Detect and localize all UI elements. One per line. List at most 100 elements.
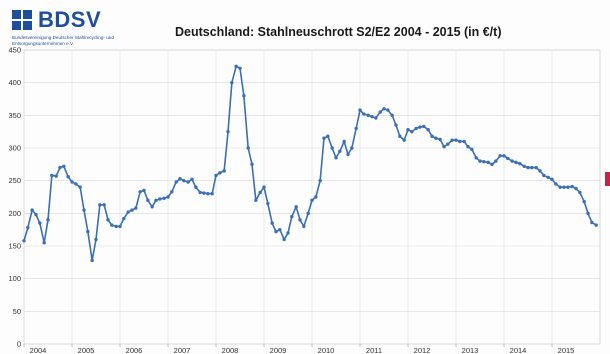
- data-point: [506, 156, 510, 161]
- data-point: [558, 185, 562, 189]
- data-point: [78, 185, 82, 189]
- data-point: [110, 223, 114, 227]
- data-point: [46, 218, 50, 222]
- data-point: [158, 197, 162, 201]
- x-tick-label: 2005: [78, 346, 95, 354]
- data-point: [326, 134, 330, 138]
- data-point: [234, 64, 238, 69]
- data-point: [510, 159, 514, 163]
- data-point: [538, 169, 542, 173]
- data-point: [266, 201, 270, 206]
- x-tick-label: 2004: [30, 346, 47, 354]
- data-point: [402, 138, 406, 142]
- data-point: [434, 136, 438, 140]
- data-point: [106, 218, 110, 222]
- data-point: [566, 185, 570, 189]
- data-point: [346, 152, 350, 157]
- data-point: [34, 212, 38, 217]
- data-point: [94, 237, 98, 242]
- data-point: [226, 129, 230, 134]
- data-point: [86, 229, 90, 234]
- series-0: [22, 64, 598, 263]
- chart-title: Deutschland: Stahlneuschrott S2/E2 2004 …: [175, 25, 502, 39]
- data-point: [122, 216, 126, 221]
- data-point: [242, 94, 246, 98]
- data-point: [578, 190, 582, 195]
- y-tick-label: 150: [8, 242, 21, 251]
- data-point: [442, 144, 446, 149]
- data-point: [214, 173, 218, 178]
- y-tick-label: 300: [8, 144, 21, 153]
- data-point: [246, 146, 250, 150]
- data-point: [42, 241, 46, 245]
- data-point: [574, 186, 578, 191]
- data-point: [470, 147, 474, 152]
- data-point: [202, 191, 206, 195]
- data-point: [478, 159, 482, 163]
- data-point: [314, 195, 318, 199]
- y-tick-label: 200: [8, 209, 21, 218]
- data-point: [282, 237, 286, 242]
- data-point: [286, 231, 290, 235]
- data-point: [198, 190, 202, 195]
- data-point: [394, 123, 398, 127]
- data-point: [438, 137, 442, 142]
- data-point: [546, 175, 550, 180]
- data-point: [542, 173, 546, 178]
- data-point: [178, 177, 182, 181]
- data-point: [274, 229, 278, 234]
- data-point: [474, 156, 478, 160]
- data-point: [406, 128, 410, 132]
- data-point: [458, 139, 462, 144]
- data-point: [334, 156, 338, 160]
- data-point: [366, 113, 370, 118]
- data-point: [426, 128, 430, 132]
- x-tick-label: 2012: [414, 346, 431, 354]
- x-tick-label: 2011: [366, 346, 382, 354]
- data-point: [462, 139, 466, 144]
- data-point: [38, 221, 42, 225]
- data-point: [422, 124, 426, 129]
- data-point: [342, 139, 346, 144]
- data-point: [142, 188, 146, 193]
- data-point: [486, 160, 490, 165]
- data-point: [562, 185, 566, 189]
- y-tick-label: 350: [8, 111, 21, 120]
- data-point: [82, 208, 86, 212]
- data-point: [254, 198, 258, 202]
- data-point: [262, 185, 266, 189]
- data-point: [22, 239, 26, 243]
- x-tick-label: 2014: [510, 346, 527, 354]
- data-point: [466, 144, 470, 149]
- data-point: [518, 161, 522, 166]
- data-point: [98, 203, 102, 207]
- data-point: [222, 169, 226, 173]
- data-point: [482, 160, 486, 164]
- data-point: [570, 184, 574, 189]
- data-point: [450, 138, 454, 142]
- data-point: [170, 190, 174, 194]
- x-tick-label: 2010: [318, 346, 335, 354]
- data-point: [166, 195, 170, 199]
- y-tick-labels: 0 50 100 150 200 250 300 350 400 450: [8, 46, 21, 349]
- x-tick-label: 2009: [270, 346, 287, 354]
- data-point: [330, 146, 334, 150]
- data-point: [318, 178, 322, 183]
- data-point: [230, 80, 234, 85]
- data-point: [374, 116, 378, 120]
- data-point: [490, 162, 494, 167]
- y-tick-label: 0: [17, 340, 21, 349]
- x-tick-labels: 2004 2005 2006 2007 2008 2009 2010 2011 2012 2013…: [30, 346, 575, 354]
- data-point: [138, 190, 142, 194]
- data-point: [70, 180, 74, 184]
- y-tick-label: 450: [8, 46, 21, 55]
- data-point: [418, 125, 422, 129]
- data-point: [590, 220, 594, 225]
- data-point: [582, 199, 586, 204]
- data-point: [210, 192, 214, 196]
- data-point: [114, 224, 118, 229]
- data-point: [554, 182, 558, 186]
- data-point: [54, 174, 58, 178]
- data-point: [378, 110, 382, 114]
